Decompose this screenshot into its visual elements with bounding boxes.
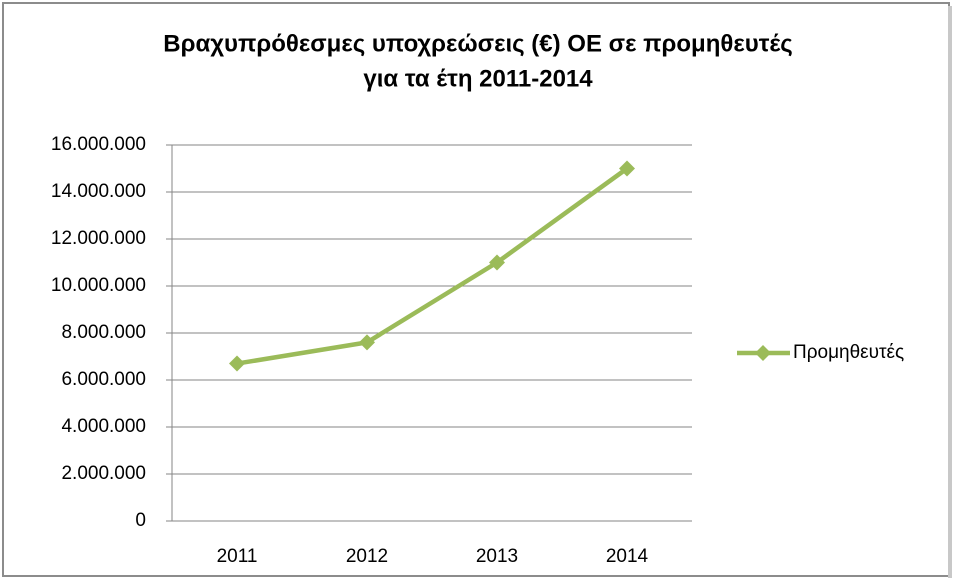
y-tick-label: 14.000.000 xyxy=(51,181,146,202)
y-tick-label: 6.000.000 xyxy=(61,369,146,390)
legend-label: Προμηθευτές xyxy=(793,342,904,363)
y-tick-label: 4.000.000 xyxy=(61,416,146,437)
chart-title: Βραχυπρόθεσμες υποχρεώσεις (€) ΟΕ σε προ… xyxy=(163,30,792,57)
x-tick-label: 2012 xyxy=(346,546,388,567)
legend-marker xyxy=(755,345,771,361)
chart-title: για τα έτη 2011-2014 xyxy=(363,65,593,92)
x-tick-label: 2014 xyxy=(606,546,649,567)
y-tick-label: 2.000.000 xyxy=(61,463,146,484)
y-tick-label: 8.000.000 xyxy=(61,322,146,343)
marker xyxy=(229,355,245,372)
y-tick-label: 16.000.000 xyxy=(51,134,146,155)
x-tick-label: 2011 xyxy=(217,546,258,567)
series-line xyxy=(236,166,629,366)
x-tick-label: 2013 xyxy=(476,546,518,567)
marker xyxy=(489,254,505,271)
y-tick-label: 10.000.000 xyxy=(51,275,146,296)
y-tick-label: 0 xyxy=(135,510,146,531)
y-tick-label: 12.000.000 xyxy=(51,228,146,249)
marker xyxy=(619,160,635,177)
marker xyxy=(359,334,375,351)
